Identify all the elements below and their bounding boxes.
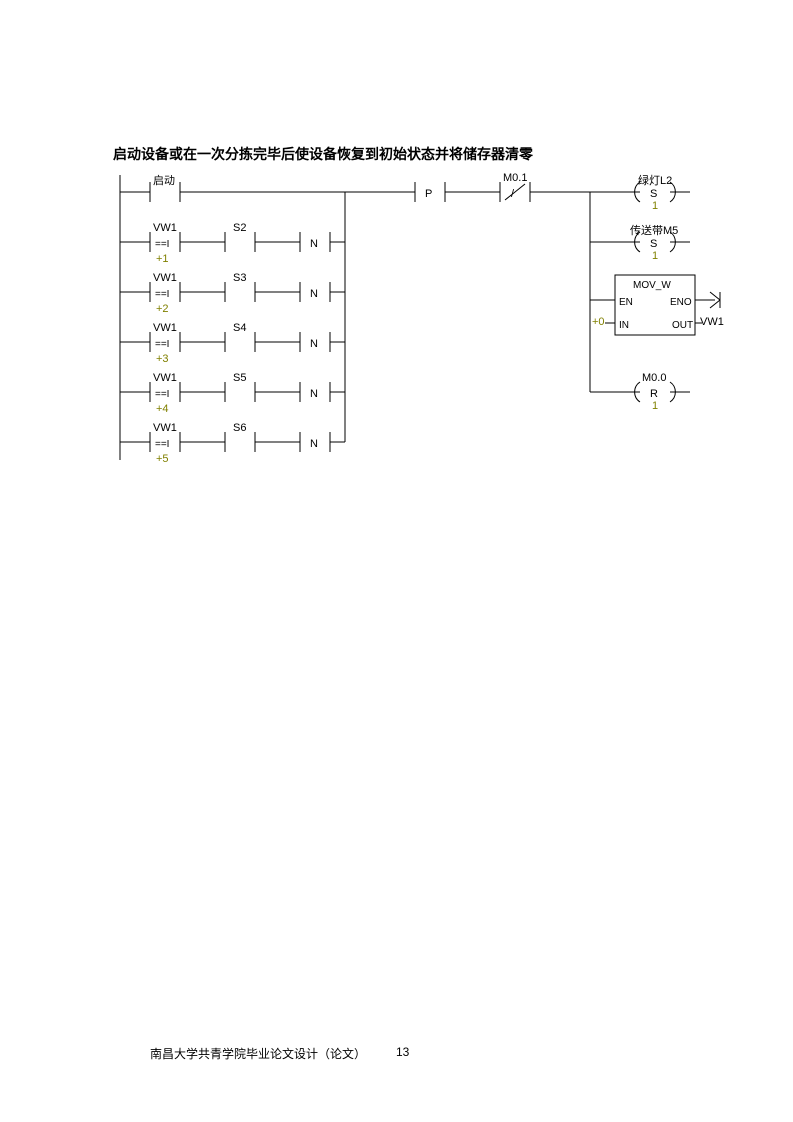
svg-text:R: R (650, 388, 658, 400)
label-m00-sub: 1 (652, 400, 658, 412)
svg-text:==I: ==I (155, 389, 169, 400)
label-m01: M0.1 (503, 172, 527, 184)
label-vw1-2: VW1 (153, 272, 177, 284)
label-sub-2: +2 (156, 303, 169, 315)
label-conveyor-sub: 1 (652, 250, 658, 262)
footer-text: 南昌大学共青学院毕业论文设计（论文） (150, 1045, 366, 1062)
label-green-l2: 绿灯L2 (638, 172, 672, 188)
svg-text:IN: IN (619, 320, 629, 331)
svg-text:==I: ==I (155, 439, 169, 450)
label-movw-out: VW1 (700, 316, 724, 328)
svg-text:==I: ==I (155, 339, 169, 350)
label-vw1-4: VW1 (153, 372, 177, 384)
page-number: 13 (396, 1045, 409, 1059)
svg-text:==I: ==I (155, 289, 169, 300)
svg-text:N: N (310, 388, 318, 400)
label-green-sub: 1 (652, 200, 658, 212)
page: 启动设备或在一次分拣完毕后使设备恢复到初始状态并将储存器清零 P / (0, 0, 793, 1122)
label-m00: M0.0 (642, 372, 666, 384)
svg-text:N: N (310, 238, 318, 250)
label-sub-3: +3 (156, 353, 169, 365)
label-s2: S2 (233, 222, 246, 234)
label-vw1-5: VW1 (153, 422, 177, 434)
label-s5: S5 (233, 372, 246, 384)
label-s6: S6 (233, 422, 246, 434)
svg-text:N: N (310, 338, 318, 350)
svg-text:ENO: ENO (670, 297, 692, 308)
label-start: 启动 (153, 172, 175, 188)
label-s4: S4 (233, 322, 246, 334)
label-sub-1: +1 (156, 253, 169, 265)
svg-text:OUT: OUT (672, 320, 693, 331)
svg-text:MOV_W: MOV_W (633, 280, 671, 291)
label-sub-5: +5 (156, 453, 169, 465)
svg-text:N: N (310, 438, 318, 450)
svg-text:==I: ==I (155, 239, 169, 250)
label-conveyor-m5: 传送带M5 (630, 222, 678, 238)
svg-text:/: / (511, 188, 515, 200)
ladder-diagram: P / ==I N ==I N (0, 0, 793, 600)
svg-text:P: P (425, 188, 432, 200)
label-vw1-3: VW1 (153, 322, 177, 334)
svg-text:S: S (650, 238, 657, 250)
label-movw-in: +0 (592, 316, 605, 328)
label-vw1-1: VW1 (153, 222, 177, 234)
svg-text:S: S (650, 188, 657, 200)
svg-text:EN: EN (619, 297, 633, 308)
label-s3: S3 (233, 272, 246, 284)
svg-text:N: N (310, 288, 318, 300)
label-sub-4: +4 (156, 403, 169, 415)
